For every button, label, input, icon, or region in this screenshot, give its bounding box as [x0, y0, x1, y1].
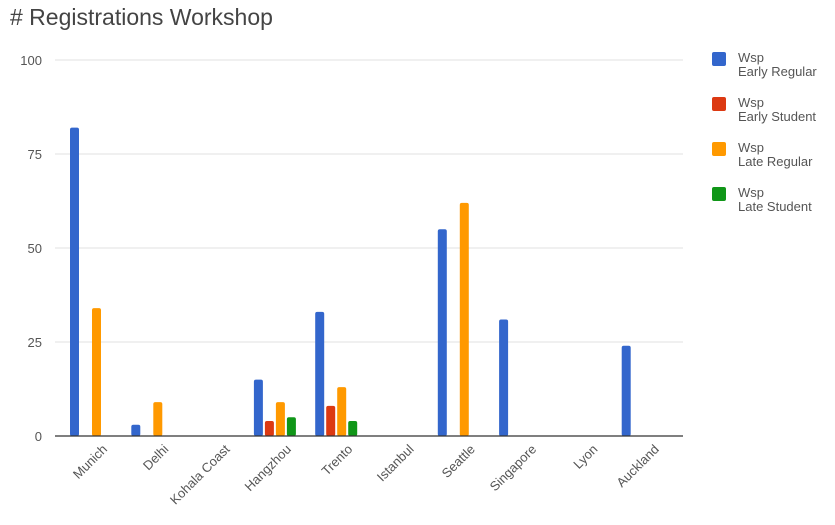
legend-swatch	[712, 52, 726, 66]
bar	[337, 387, 347, 436]
bar	[348, 420, 358, 436]
x-tick-label: Delhi	[140, 441, 172, 473]
legend-label: Early Student	[738, 109, 816, 124]
bars	[70, 127, 631, 437]
legend-swatch	[712, 142, 726, 156]
legend-label: Late Regular	[738, 154, 813, 169]
x-tick-label: Seattle	[439, 442, 478, 481]
y-tick-label: 100	[20, 53, 42, 68]
bar	[621, 345, 631, 436]
bar	[131, 424, 141, 436]
bar	[92, 308, 101, 436]
y-tick-label: 0	[35, 429, 42, 444]
x-tick-label: Hangzhou	[241, 442, 294, 495]
x-tick-label: Munich	[70, 442, 110, 482]
bar	[264, 420, 274, 436]
bar	[326, 405, 336, 436]
bar	[70, 127, 79, 437]
bar	[315, 311, 325, 436]
bar	[437, 229, 447, 436]
y-tick-label: 50	[28, 241, 42, 256]
legend-label: Wsp	[738, 50, 764, 65]
x-tick-label: Istanbul	[374, 441, 417, 484]
legend-swatch	[712, 97, 726, 111]
x-tick-label: Lyon	[570, 442, 600, 472]
chart-title: # Registrations Workshop	[10, 4, 273, 30]
y-tick-label: 75	[28, 147, 42, 162]
legend-label: Early Regular	[738, 64, 817, 79]
x-tick-label: Auckland	[613, 442, 661, 490]
legend-label: Wsp	[738, 95, 764, 110]
legend-swatch	[712, 187, 726, 201]
x-tick-label: Kohala Coast	[167, 441, 233, 507]
legend-label: Wsp	[738, 140, 764, 155]
bar	[459, 202, 469, 436]
legend-label: Late Student	[738, 199, 812, 214]
x-tick-label: Trento	[318, 442, 355, 479]
bar	[275, 402, 285, 436]
bar	[286, 417, 296, 436]
gridlines	[55, 59, 683, 343]
y-tick-label: 25	[28, 335, 42, 350]
bar	[153, 402, 163, 436]
x-tick-label: Singapore	[487, 442, 540, 495]
bar	[253, 379, 263, 436]
bar	[499, 319, 509, 436]
legend-label: Wsp	[738, 185, 764, 200]
